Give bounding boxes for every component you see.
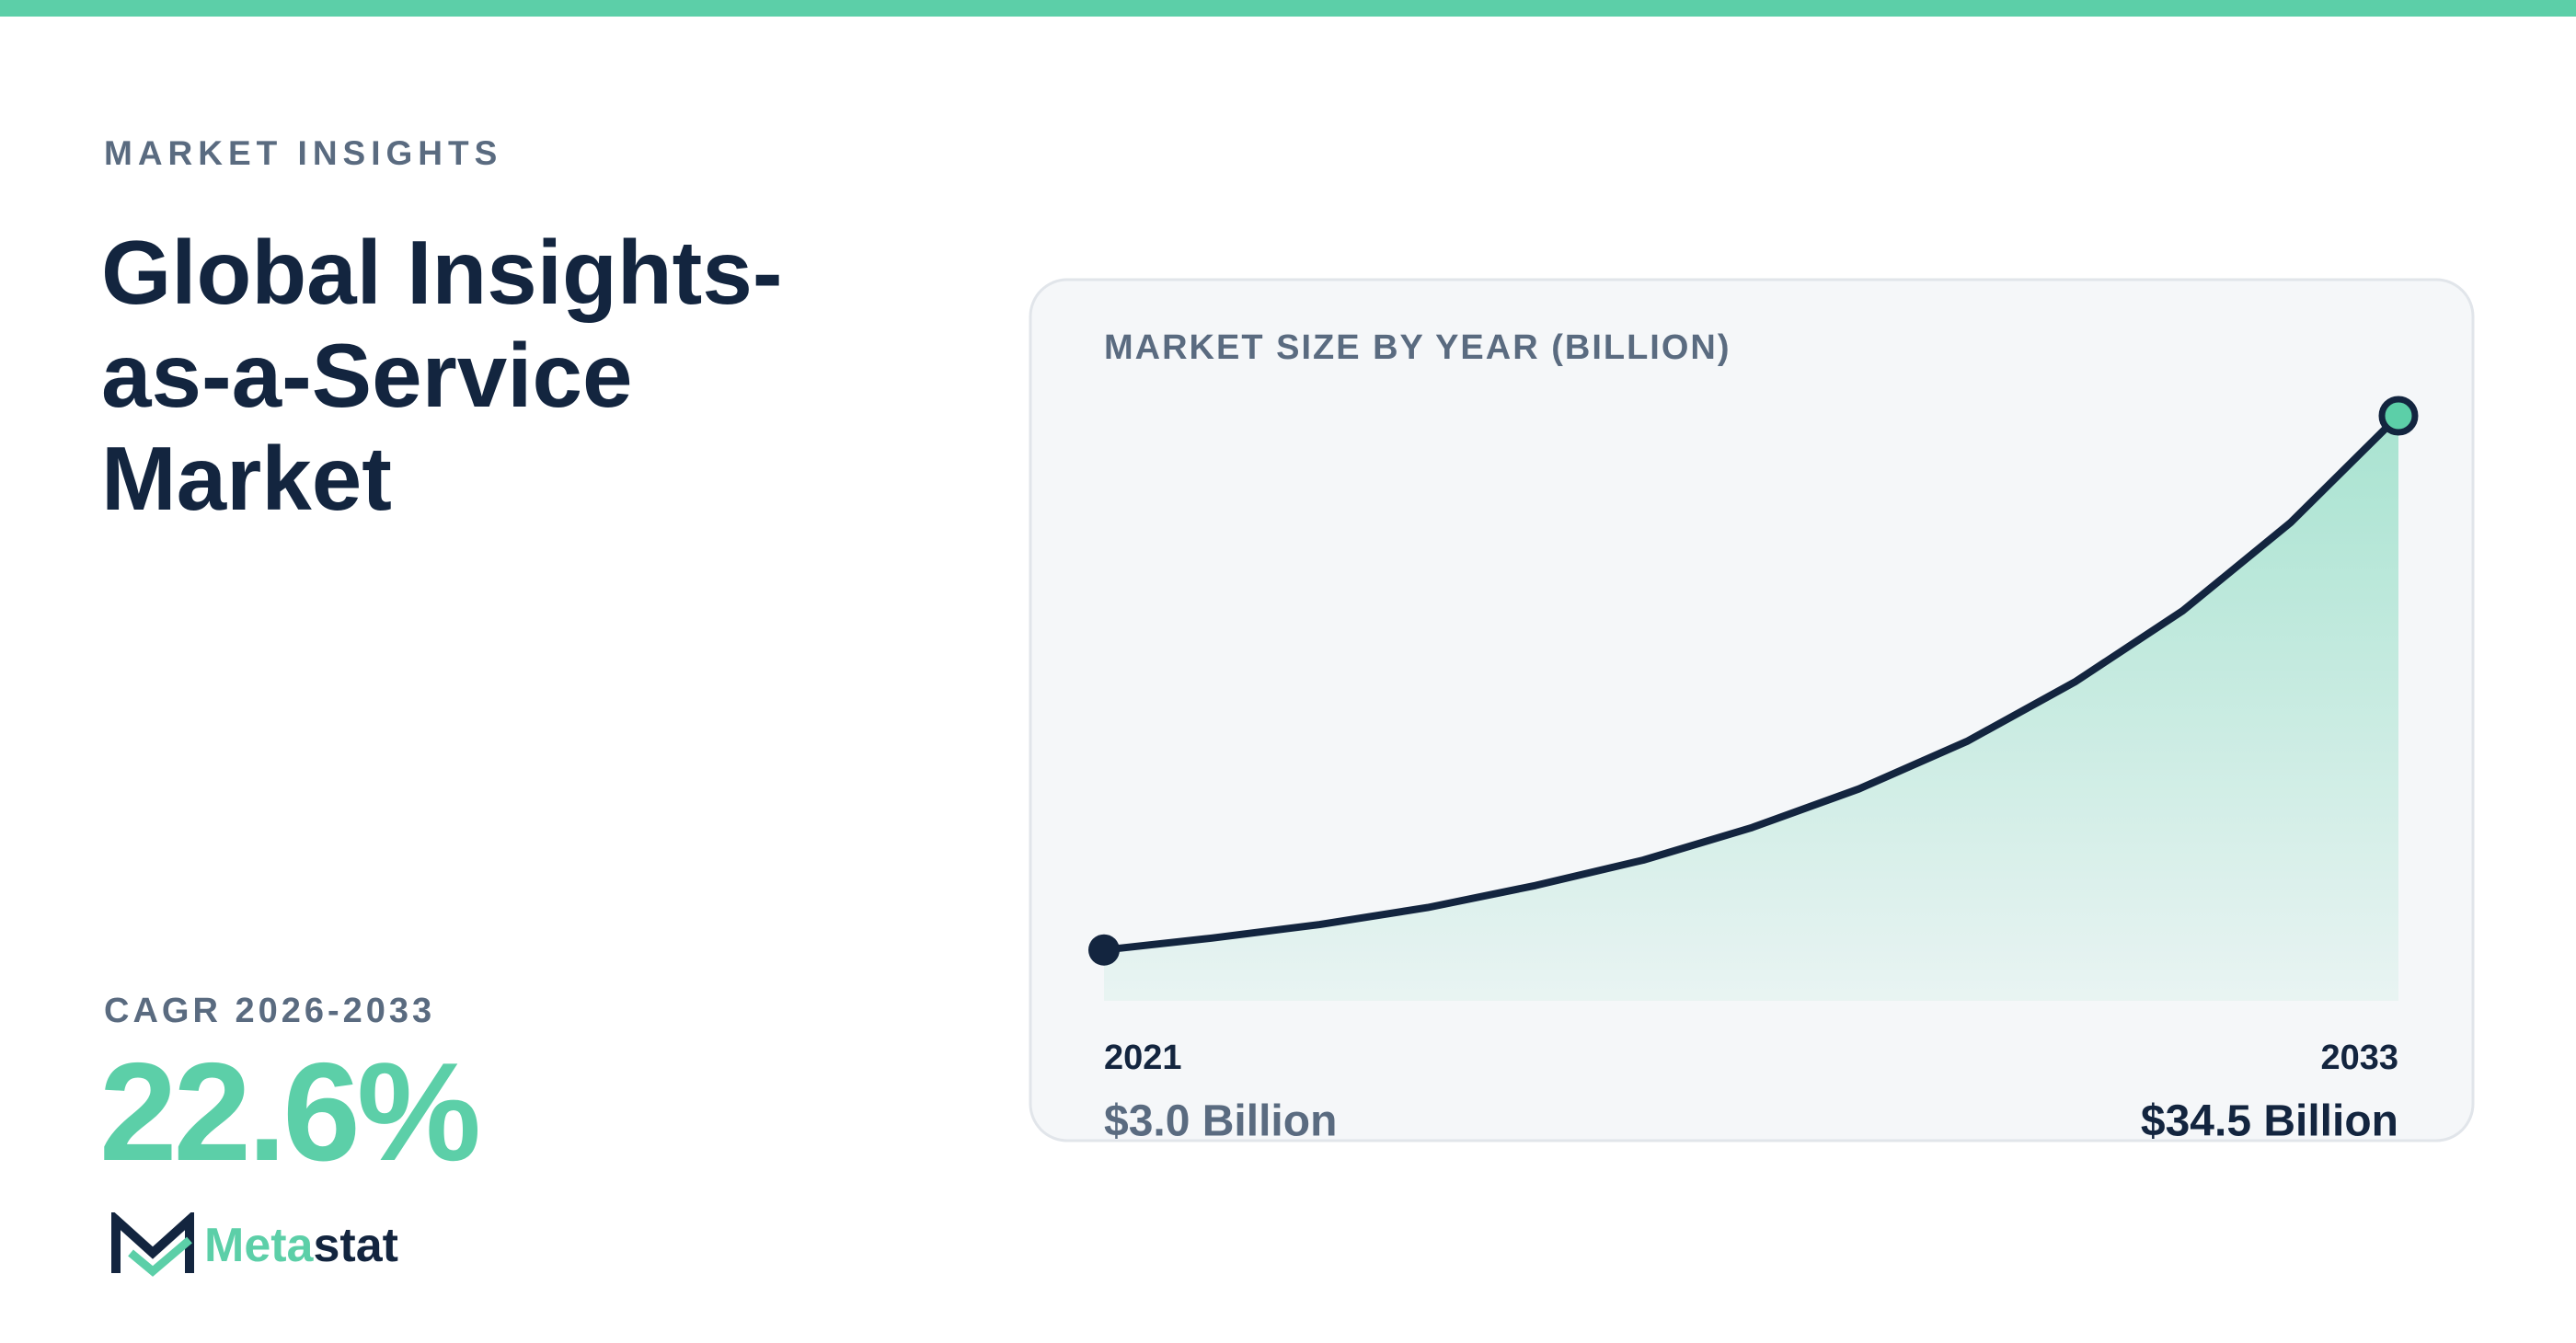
value-label: $34.5 Billion — [2141, 1097, 2398, 1146]
year-label: 2021 — [1104, 1039, 1182, 1077]
kicker: MARKET INSIGHTS — [104, 134, 503, 172]
end-point — [2378, 396, 2419, 436]
line — [1103, 413, 2401, 954]
area — [1104, 416, 2398, 1001]
logo-part: stat — [313, 1219, 398, 1272]
year-label: 2033 — [2320, 1039, 2398, 1077]
page-title: Global Insights-as-a-Service Market — [101, 222, 783, 529]
cagr-label: CAGR 2026-2033 — [104, 992, 436, 1030]
logo-icon — [111, 1212, 194, 1277]
start-point — [1088, 934, 1120, 966]
logo-part: Meta — [204, 1219, 314, 1272]
cagr-value: 22.6% — [99, 1034, 481, 1190]
chart-title: MARKET SIZE BY YEAR (BILLION) — [1104, 328, 1731, 367]
value-label: $3.0 Billion — [1104, 1097, 1337, 1146]
logo-text: Metastat — [204, 1218, 398, 1273]
logo: Metastat — [110, 1212, 398, 1279]
top-bar — [0, 0, 2576, 17]
